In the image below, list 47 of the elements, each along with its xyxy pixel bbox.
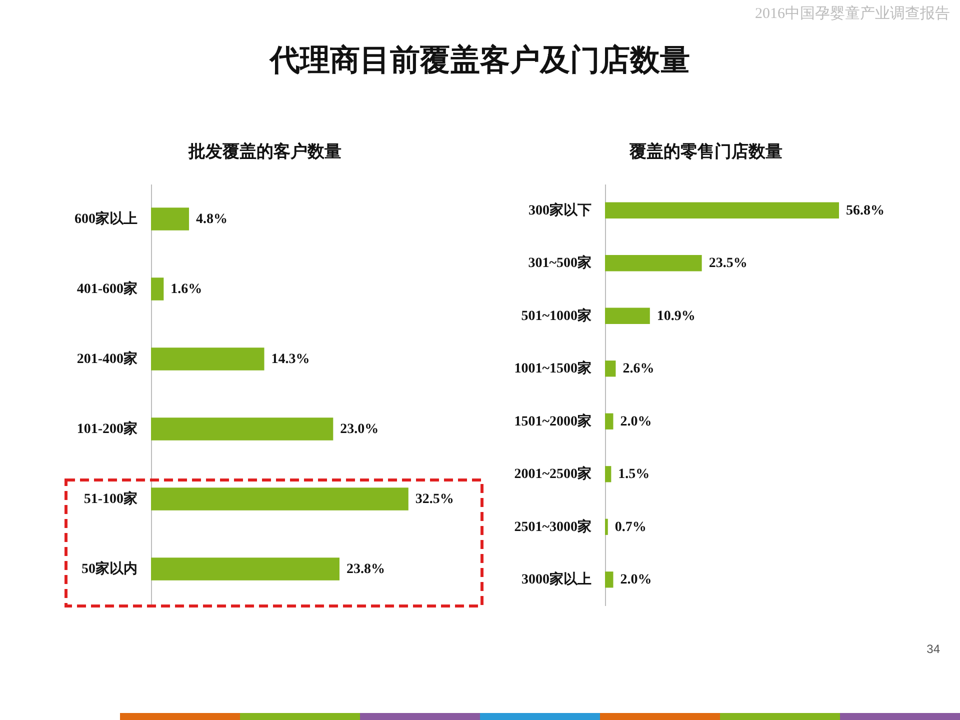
data-label: 32.5% <box>415 492 454 507</box>
y-tick-label: 1001~1500家 <box>514 360 592 377</box>
data-label: 10.9% <box>656 308 696 324</box>
data-label: 2.0% <box>620 572 652 588</box>
y-tick-label: 50家以内 <box>82 560 138 577</box>
bar <box>605 466 612 482</box>
data-label: 1.6% <box>170 282 202 297</box>
bar <box>605 518 608 535</box>
y-tick-label: 2001~2500家 <box>514 465 592 482</box>
chart-title: 批发覆盖的客户数量 <box>187 141 342 163</box>
data-label: 23.5% <box>708 256 748 272</box>
bar <box>151 208 190 230</box>
bar <box>605 308 650 324</box>
data-label: 4.8% <box>196 212 228 227</box>
data-label: 1.5% <box>618 467 650 482</box>
data-label: 2.0% <box>620 414 652 430</box>
y-tick-label: 51-100家 <box>84 490 138 507</box>
bar <box>605 202 839 218</box>
bar <box>605 255 702 272</box>
y-tick-label: 1501~2000家 <box>514 412 592 430</box>
y-tick-label: 501~1000家 <box>521 306 592 324</box>
y-tick-label: 600家以上 <box>74 210 138 227</box>
bar <box>605 572 614 588</box>
text: 34 <box>926 642 940 656</box>
y-tick-label: 201-400家 <box>76 350 138 367</box>
bar <box>151 558 340 580</box>
text: 2016中国孕婴童产业调查报告 <box>755 4 950 23</box>
bar <box>605 360 616 377</box>
text: 代理商目前覆盖客户及门店数量 <box>268 42 691 80</box>
data-label: 14.3% <box>271 352 310 367</box>
data-label: 23.8% <box>346 562 385 577</box>
y-tick-label: 101-200家 <box>76 420 138 437</box>
y-tick-label: 401-600家 <box>76 280 138 297</box>
data-label: 2.6% <box>622 362 654 377</box>
bar <box>605 413 614 430</box>
bar <box>151 278 164 300</box>
data-label: 56.8% <box>846 203 884 218</box>
bar <box>151 418 334 440</box>
bar <box>151 488 408 510</box>
y-tick-label: 3000家以上 <box>522 570 592 588</box>
chart-title: 覆盖的零售门店数量 <box>628 141 784 163</box>
y-tick-label: 2501~3000家 <box>514 518 592 535</box>
y-tick-label: 300家以下 <box>528 201 592 218</box>
data-label: 23.0% <box>340 422 379 437</box>
y-tick-label: 301~500家 <box>528 254 592 272</box>
data-label: 0.7% <box>614 520 646 535</box>
bar <box>151 348 264 370</box>
